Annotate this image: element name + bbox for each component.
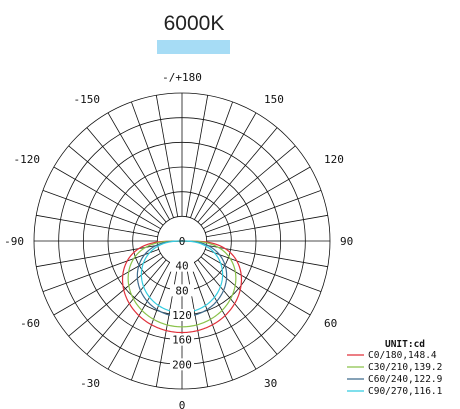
grid-spoke-70 bbox=[205, 249, 322, 292]
angle-label-3: 120 bbox=[324, 153, 344, 166]
angle-label-2: -150 bbox=[74, 93, 101, 106]
radial-tick-labels: 0 40 80 120 160 200 bbox=[170, 235, 194, 371]
title-accent-bar bbox=[157, 40, 230, 54]
series-curve-0 bbox=[121, 240, 243, 334]
grid-spoke-250 bbox=[42, 190, 159, 233]
grid-spoke-230 bbox=[68, 145, 164, 226]
angle-label-9: 30 bbox=[264, 377, 277, 390]
radial-label-40: 40 bbox=[175, 260, 188, 273]
grid-spoke-170 bbox=[185, 95, 209, 217]
grid-spoke-310 bbox=[68, 256, 164, 337]
grid-spoke-50 bbox=[200, 256, 296, 337]
angle-tick-labels: -/+180 150 -150 120 -120 90 -90 60 -60 30 -30 0 bbox=[4, 71, 353, 409]
legend-label-2: C60/240,122.9 bbox=[368, 374, 443, 385]
grid-spoke-100 bbox=[206, 214, 328, 238]
radial-label-160: 160 bbox=[172, 334, 192, 347]
grid-spoke-140 bbox=[197, 127, 278, 223]
grid-spoke-320 bbox=[86, 259, 167, 355]
radial-label-bg-2 bbox=[170, 309, 194, 321]
radial-label-200: 200 bbox=[172, 358, 192, 371]
grid-spoke-150 bbox=[193, 112, 257, 220]
grid-spoke-290 bbox=[42, 249, 159, 292]
radial-label-bg-0 bbox=[170, 259, 194, 272]
grid-spoke-190 bbox=[155, 95, 179, 217]
grid-spoke-220 bbox=[86, 127, 167, 223]
radial-label-0: 0 bbox=[179, 235, 186, 248]
angle-label-5: 90 bbox=[340, 235, 353, 248]
angle-label-10: -30 bbox=[80, 377, 100, 390]
angle-label-4: -120 bbox=[13, 153, 40, 166]
radial-label-bg-3 bbox=[170, 333, 194, 346]
angle-label-7: 60 bbox=[324, 317, 337, 330]
grid-spoke-260 bbox=[36, 214, 158, 238]
grid-spoke-200 bbox=[131, 101, 174, 218]
grid-spoke-240 bbox=[53, 166, 161, 230]
radial-label-80: 80 bbox=[175, 284, 188, 297]
grid-spoke-130 bbox=[200, 145, 296, 226]
radial-label-bg-1 bbox=[170, 284, 194, 297]
legend: UNIT:cdC0/180,148.4C30/210,139.2C60/240,… bbox=[347, 339, 443, 397]
legend-label-3: C90/270,116.1 bbox=[368, 386, 443, 397]
radial-label-120: 120 bbox=[172, 309, 192, 322]
angle-label-0: -/+180 bbox=[162, 71, 202, 84]
angle-label-8: -60 bbox=[20, 317, 40, 330]
legend-label-0: C0/180,148.4 bbox=[368, 350, 437, 361]
grid-spoke-340 bbox=[131, 264, 174, 381]
angle-label-11: 0 bbox=[179, 399, 186, 409]
grid-spoke-120 bbox=[203, 166, 311, 230]
angle-label-1: 150 bbox=[264, 93, 284, 106]
grid-spoke-110 bbox=[205, 190, 322, 233]
grid-spoke-20 bbox=[190, 264, 233, 381]
series-curve-1 bbox=[127, 240, 237, 328]
angle-label-6: -90 bbox=[4, 235, 24, 248]
grid-spoke-210 bbox=[107, 112, 171, 220]
chart-title: 6000K bbox=[163, 12, 225, 35]
legend-label-1: C30/210,139.2 bbox=[368, 362, 442, 373]
grid-spoke-160 bbox=[190, 101, 233, 218]
grid-spoke-40 bbox=[197, 259, 278, 355]
legend-unit-label: UNIT:cd bbox=[385, 339, 425, 350]
radial-label-bg-4 bbox=[170, 358, 194, 371]
